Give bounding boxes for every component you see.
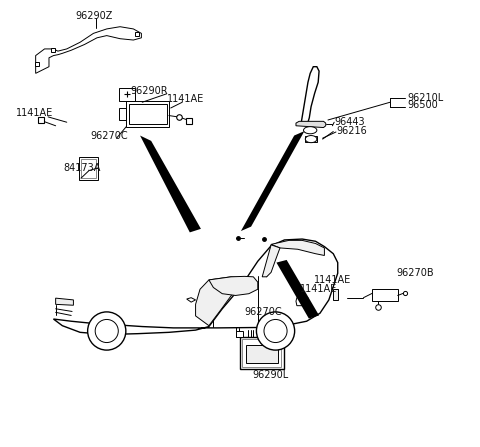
Circle shape — [88, 312, 126, 350]
Polygon shape — [209, 276, 258, 295]
Bar — [119, 109, 126, 120]
Text: 96290Z: 96290Z — [76, 12, 113, 21]
Text: 96500: 96500 — [407, 100, 438, 110]
Bar — [79, 157, 98, 180]
Text: 96210L: 96210L — [407, 93, 443, 103]
Bar — [305, 136, 317, 142]
Polygon shape — [296, 121, 326, 127]
Text: 96270C: 96270C — [90, 131, 128, 140]
Circle shape — [95, 320, 118, 342]
Ellipse shape — [303, 127, 317, 134]
Text: 96290R: 96290R — [130, 86, 168, 96]
Bar — [240, 337, 284, 369]
Polygon shape — [276, 260, 319, 319]
Polygon shape — [301, 67, 319, 122]
Bar — [233, 317, 250, 327]
Polygon shape — [296, 298, 308, 306]
Polygon shape — [271, 240, 324, 256]
Text: 96216: 96216 — [337, 126, 368, 136]
Ellipse shape — [305, 135, 317, 143]
Text: 1141AE: 1141AE — [314, 275, 351, 285]
Bar — [246, 345, 278, 363]
Text: 96270B: 96270B — [397, 268, 434, 278]
Bar — [372, 289, 398, 301]
Bar — [81, 159, 96, 178]
Polygon shape — [236, 331, 243, 337]
Text: 1141AE: 1141AE — [167, 94, 204, 104]
Polygon shape — [140, 135, 201, 232]
Polygon shape — [187, 298, 195, 302]
Circle shape — [256, 312, 295, 350]
Bar — [119, 88, 135, 101]
Text: 96270C: 96270C — [244, 308, 282, 317]
Polygon shape — [195, 277, 244, 326]
Text: 84173A: 84173A — [64, 163, 101, 173]
Polygon shape — [333, 289, 338, 300]
Circle shape — [264, 320, 287, 342]
Polygon shape — [56, 298, 73, 305]
Bar — [126, 101, 169, 127]
Text: 96290L: 96290L — [252, 370, 288, 380]
Text: 1141AE: 1141AE — [300, 284, 337, 294]
Polygon shape — [241, 131, 304, 231]
Text: 96443: 96443 — [334, 117, 365, 127]
Polygon shape — [262, 245, 280, 277]
Bar — [242, 339, 281, 367]
Bar — [129, 104, 167, 124]
Polygon shape — [53, 239, 338, 334]
Polygon shape — [36, 27, 142, 73]
Text: 1141AE: 1141AE — [16, 108, 53, 118]
